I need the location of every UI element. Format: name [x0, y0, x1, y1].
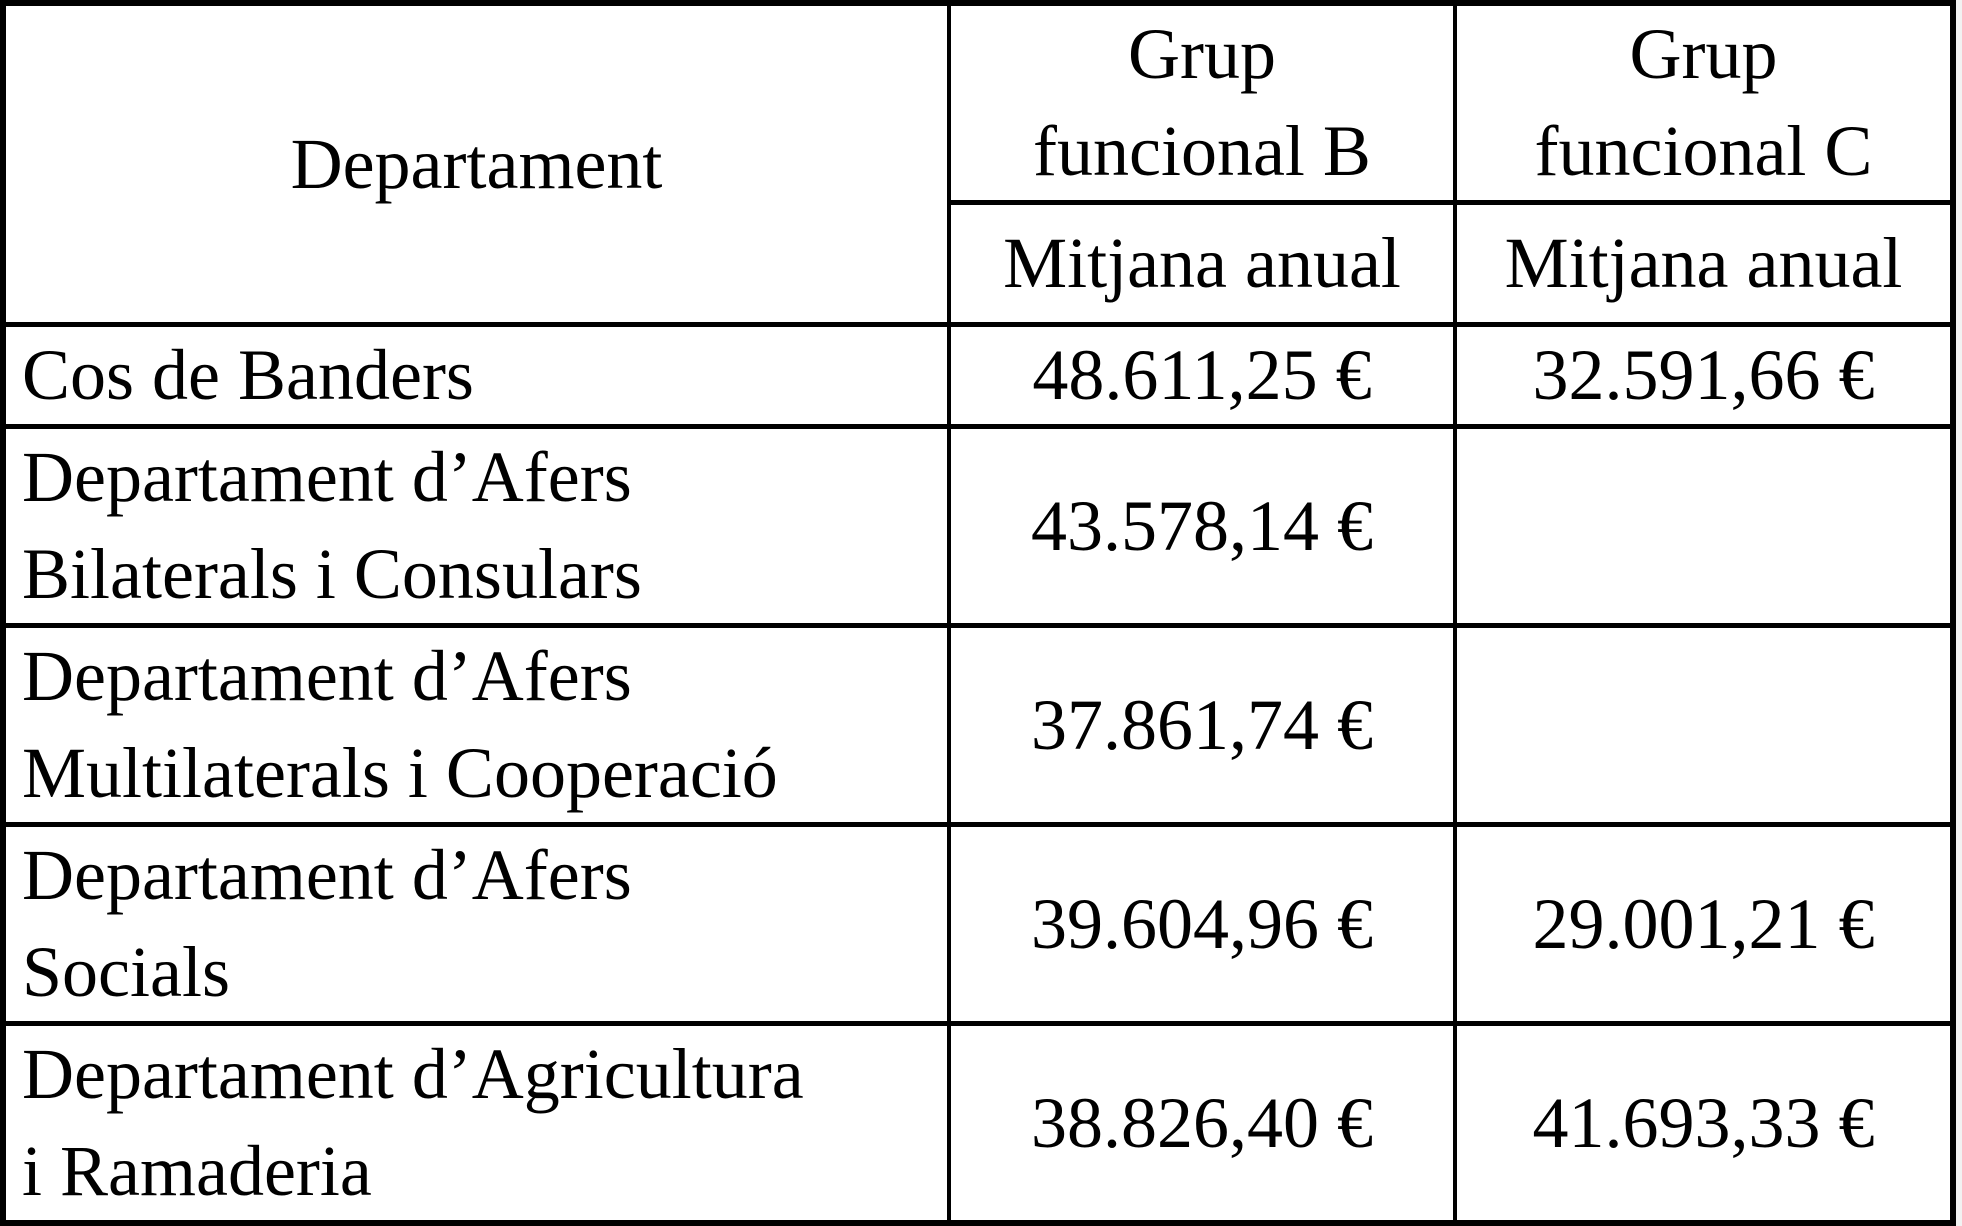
header-row-groups: Departament Grup funcional B Grup funcio…: [1, 1, 1955, 327]
group-b-value-cell: 38.826,40 €: [947, 1021, 1457, 1226]
department-cell: Departament d’Afers Multilaterals i Coop…: [1, 623, 951, 827]
department-cell: Departament d’Agricultura i Ramaderia: [1, 1021, 951, 1226]
subheader-group-b-mitjana-anual: Mitjana anual: [947, 200, 1457, 327]
group-b-value-cell: 37.861,74 €: [947, 623, 1457, 827]
group-b-value-cell: 43.578,14 €: [947, 424, 1457, 628]
column-header-group-b: Grup funcional B: [947, 1, 1457, 205]
header-row-subheaders: Mitjana anual Mitjana anual: [3, 200, 1955, 327]
table-row: Departament d’Agricultura i Ramaderia 38…: [1, 1021, 1955, 1226]
group-c-value-cell: 32.591,66 €: [1453, 322, 1955, 429]
table-row: Departament d’Afers Socials 39.604,96 € …: [1, 822, 1955, 1026]
table-row: Departament d’Afers Multilaterals i Coop…: [1, 623, 1955, 827]
column-header-group-c: Grup funcional C: [1453, 1, 1955, 205]
subheader-group-c-mitjana-anual: Mitjana anual: [1453, 200, 1955, 327]
column-header-department: Departament: [1, 1, 951, 327]
table-row: Departament d’Afers Bilaterals i Consula…: [1, 424, 1955, 628]
department-cell: Cos de Banders: [1, 322, 951, 429]
group-c-value-cell: 29.001,21 €: [1453, 822, 1955, 1026]
department-cell: Departament d’Afers Bilaterals i Consula…: [1, 424, 951, 628]
group-b-value-cell: 48.611,25 €: [947, 322, 1457, 429]
group-c-value-cell: [1453, 424, 1955, 628]
group-b-value-cell: 39.604,96 €: [947, 822, 1457, 1026]
group-c-value-cell: [1453, 623, 1955, 827]
table-row: Cos de Banders 48.611,25 € 32.591,66 €: [1, 322, 1955, 429]
group-c-value-cell: 41.693,33 €: [1453, 1021, 1955, 1226]
department-cell: Departament d’Afers Socials: [1, 822, 951, 1026]
